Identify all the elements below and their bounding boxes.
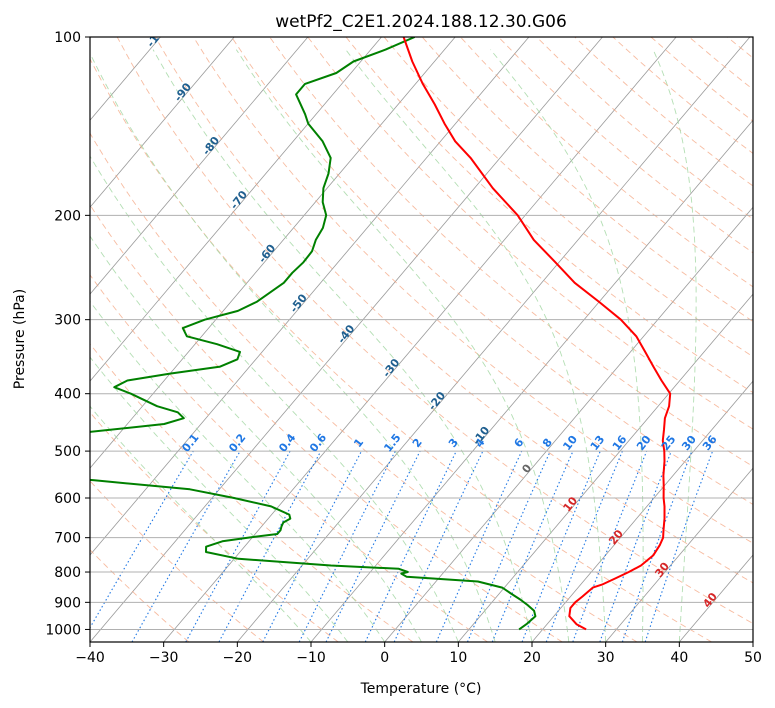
x-tick-label: 50 xyxy=(744,650,762,666)
dry-adiabat-line xyxy=(460,37,753,288)
dry-adiabat-line xyxy=(269,37,753,467)
axes: −40 −30 −20 −10 0 10 20 30 40 50 100 200 300 400 500 60… xyxy=(45,30,762,666)
x-tick-label: −20 xyxy=(223,650,253,666)
mixing-ratio-line xyxy=(325,450,421,642)
moist-adiabat-line xyxy=(652,49,697,642)
dry-adiabat-line xyxy=(307,37,753,430)
pressure-gridlines xyxy=(90,37,753,630)
isotherm-line xyxy=(605,467,753,642)
y-tick-label: 1000 xyxy=(45,622,81,638)
moist-adiabat-line xyxy=(490,49,644,642)
moist-adiabat-line xyxy=(90,235,422,642)
y-tick-label: 700 xyxy=(54,531,81,547)
moist-adiabat-line xyxy=(345,49,607,642)
dry-adiabat-line xyxy=(90,480,264,642)
mixing-ratio-line xyxy=(466,450,551,642)
isotherm-line xyxy=(531,380,753,642)
dry-adiabat-line xyxy=(90,343,414,642)
y-tick-label: 400 xyxy=(54,387,81,403)
moist-adiabat-line xyxy=(90,52,496,642)
mixing-ratio-line xyxy=(298,450,396,642)
x-tick-label: −40 xyxy=(75,650,105,666)
y-axis-label: Pressure (hPa) xyxy=(12,289,28,389)
mixing-ratio-line xyxy=(599,450,672,642)
dry-adiabat-line xyxy=(90,549,190,642)
x-tick-label: 20 xyxy=(523,650,541,666)
y-tick-label: 500 xyxy=(54,444,81,460)
isotherm-line xyxy=(90,37,382,382)
chart-title: wetPf2_C2E1.2024.188.12.30.G06 xyxy=(275,12,567,32)
isotherm-line xyxy=(90,37,530,556)
moist-adiabat-line xyxy=(235,49,570,642)
isotherm-line xyxy=(90,37,603,642)
moist-adiabat-line xyxy=(90,155,459,642)
mixing-ratio-line xyxy=(491,450,574,642)
x-axis-label: Temperature (°C) xyxy=(360,681,482,697)
dry-adiabat-line xyxy=(231,37,753,505)
moist-adiabat-line xyxy=(90,405,312,642)
dry-adiabat-line xyxy=(193,37,753,544)
y-tick-label: 100 xyxy=(54,30,81,46)
mixing-ratio-line xyxy=(435,450,523,642)
y-tick-label: 900 xyxy=(54,595,81,611)
mixing-ratio-line xyxy=(185,450,291,642)
isotherm-line xyxy=(457,293,753,642)
dry-adiabat-line xyxy=(90,204,563,642)
background-lines xyxy=(90,37,753,642)
mixing-ratio-line xyxy=(545,450,623,642)
dry-adiabat-line xyxy=(154,37,753,584)
dry-adiabat-line xyxy=(116,37,753,624)
mixing-ratio-line xyxy=(572,450,648,642)
mixing-ratio-line xyxy=(218,450,322,642)
y-tick-label: 600 xyxy=(54,491,81,507)
y-tick-label: 200 xyxy=(54,208,81,224)
x-tick-label: 40 xyxy=(670,650,688,666)
isotherm-line xyxy=(90,37,309,295)
x-tick-label: −10 xyxy=(296,650,326,666)
y-tick-label: 300 xyxy=(54,313,81,329)
dry-adiabat-line xyxy=(90,274,488,642)
dewpoint-profile xyxy=(90,37,537,631)
isotherm-line xyxy=(236,37,751,642)
x-tick-label: 0 xyxy=(380,650,389,666)
y-tick-label: 800 xyxy=(54,565,81,581)
x-tick-label: 30 xyxy=(597,650,615,666)
isotherm-line xyxy=(90,37,235,208)
x-tick-label: 10 xyxy=(449,650,467,666)
dry-adiabat-line xyxy=(90,132,638,642)
isotherm-line xyxy=(163,37,677,642)
x-tick-label: −30 xyxy=(149,650,179,666)
dry-adiabat-line xyxy=(90,57,712,642)
moist-adiabat-line xyxy=(90,300,386,642)
moist-adiabat-line xyxy=(90,356,349,642)
sounding-profiles xyxy=(90,37,672,631)
mixing-ratio-line xyxy=(644,450,714,642)
mixing-ratio-line xyxy=(621,450,693,642)
isotherm-line xyxy=(384,206,753,642)
dry-adiabat-line xyxy=(421,37,753,323)
plot-frame xyxy=(89,36,754,643)
temperature-profile xyxy=(402,37,672,631)
